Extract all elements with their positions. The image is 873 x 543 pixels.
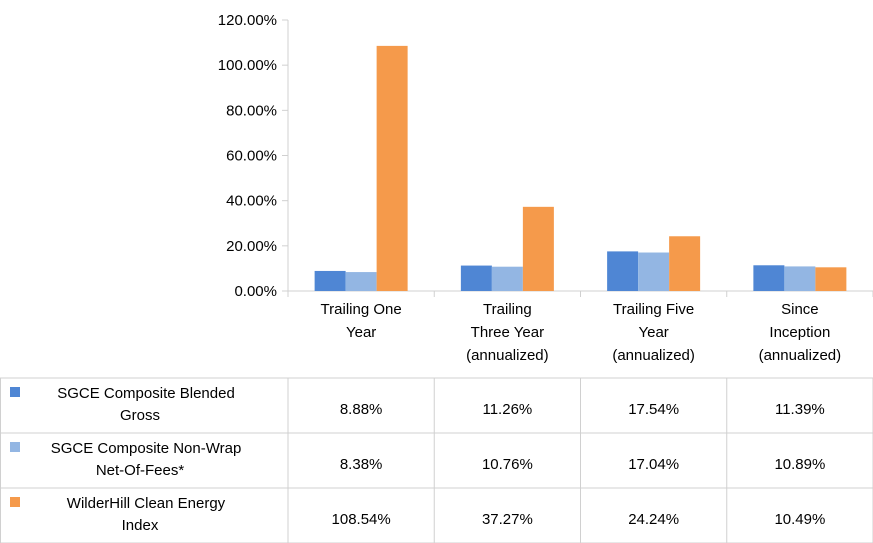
bar	[638, 252, 670, 291]
table-cell-value: 24.24%	[628, 511, 679, 528]
category-label-line: (annualized)	[759, 347, 842, 364]
legend-entry: SGCE Composite Blended Gross	[57, 385, 235, 424]
category-label-line: Year	[638, 324, 668, 341]
table-cell-value: 11.39%	[775, 401, 825, 418]
legend-entry: SGCE Composite Non-Wrap Net-Of-Fees*	[51, 440, 242, 479]
table-cell-value: 10.49%	[774, 511, 825, 528]
legend-entry-line: SGCE Composite Non-Wrap	[51, 440, 242, 457]
table-cell-value: 8.88%	[340, 401, 383, 418]
bar	[460, 265, 492, 291]
y-tick-label: 20.00%	[226, 238, 277, 255]
bar	[815, 267, 847, 291]
category-label-line: Trailing Five	[613, 301, 694, 318]
bar	[522, 206, 554, 291]
y-tick-label: 120.00%	[218, 12, 277, 29]
y-tick-label: 0.00%	[234, 283, 277, 300]
legend-key	[10, 387, 20, 397]
bars	[314, 45, 847, 292]
table-cell-value: 17.54%	[628, 401, 679, 418]
legend-entry-line: WilderHill Clean Energy	[67, 495, 226, 512]
table-cell-value: 10.89%	[774, 456, 825, 473]
legend-entry-line: Net-Of-Fees*	[96, 462, 185, 479]
bar	[376, 45, 408, 292]
bar	[753, 265, 785, 291]
category-labels: Trailing One Year Trailing Three Year (annua…	[321, 301, 842, 364]
table-cell-value: 17.04%	[628, 456, 679, 473]
legend-entry: WilderHill Clean Energy Index	[67, 495, 226, 534]
y-tick-label: 60.00%	[226, 148, 277, 165]
category-label-line: Trailing One	[321, 301, 402, 318]
y-tick-label: 100.00%	[218, 57, 277, 74]
category-label-line: (annualized)	[612, 347, 695, 364]
bar	[669, 236, 701, 291]
legend-entry-line: Gross	[120, 407, 160, 424]
bar	[345, 272, 377, 291]
category-label: Since Inception (annualized)	[759, 301, 842, 364]
data-table: SGCE Composite Blended Gross 8.88% 11.26% 17…	[0, 377, 873, 543]
bar	[607, 251, 639, 291]
category-label-line: Since	[781, 301, 819, 318]
y-tick-label: 40.00%	[226, 193, 277, 210]
category-label-line: Inception	[769, 324, 830, 341]
category-label-line: Three Year	[471, 324, 544, 341]
table-cell-value: 11.26%	[482, 401, 532, 418]
category-label-line: Trailing	[483, 301, 532, 318]
y-tick-label: 80.00%	[226, 102, 277, 119]
table-cell-value: 108.54%	[332, 511, 391, 528]
table-cell-value: 10.76%	[482, 456, 533, 473]
bar	[491, 266, 523, 291]
bar	[784, 266, 816, 291]
category-label: Trailing Five Year (annualized)	[612, 301, 695, 364]
y-axis: 0.00% 20.00% 40.00% 60.00% 80.00% 100.00% 120.…	[218, 12, 873, 300]
table-cell-value: 37.27%	[482, 511, 533, 528]
category-label: Trailing One Year	[321, 301, 402, 341]
category-label-line: Year	[346, 324, 376, 341]
bar	[314, 270, 346, 291]
legend-entry-line: SGCE Composite Blended	[57, 385, 235, 402]
legend-key	[10, 442, 20, 452]
legend-entry-line: Index	[122, 517, 159, 534]
legend-key	[10, 497, 20, 507]
category-label-line: (annualized)	[466, 347, 549, 364]
category-label: Trailing Three Year (annualized)	[466, 301, 549, 364]
table-cell-value: 8.38%	[340, 456, 383, 473]
